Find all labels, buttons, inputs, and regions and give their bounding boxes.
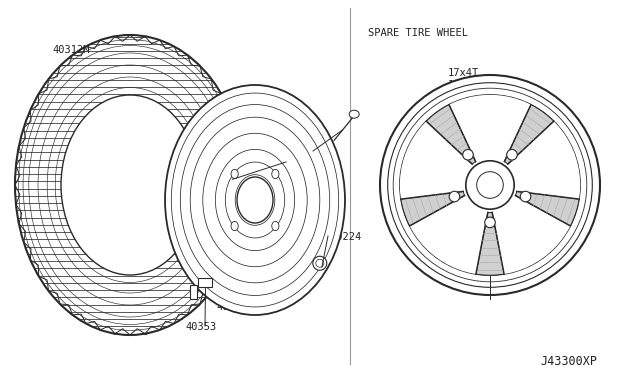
Ellipse shape (61, 95, 199, 275)
Polygon shape (476, 212, 504, 275)
Polygon shape (426, 105, 476, 164)
Polygon shape (510, 121, 580, 199)
Ellipse shape (272, 169, 279, 179)
Ellipse shape (272, 221, 279, 231)
Circle shape (484, 217, 495, 228)
Circle shape (466, 161, 514, 209)
Circle shape (380, 75, 600, 295)
Ellipse shape (15, 35, 245, 335)
Ellipse shape (231, 221, 238, 231)
Ellipse shape (237, 177, 273, 223)
Polygon shape (410, 198, 486, 274)
Text: 17x4T: 17x4T (448, 68, 479, 78)
Polygon shape (495, 198, 570, 274)
Circle shape (463, 150, 474, 160)
Text: 40300P: 40300P (258, 158, 296, 168)
Ellipse shape (231, 169, 238, 179)
Text: 40300P: 40300P (448, 278, 486, 288)
Text: 18x4T: 18x4T (448, 80, 479, 90)
Text: 40312M: 40312M (52, 45, 90, 55)
Circle shape (313, 256, 327, 270)
Circle shape (507, 150, 517, 160)
Polygon shape (515, 192, 579, 226)
Polygon shape (401, 192, 465, 226)
Ellipse shape (165, 85, 345, 315)
Text: 40353: 40353 (185, 322, 216, 332)
Circle shape (400, 95, 580, 275)
Text: SPARE TIRE WHEEL: SPARE TIRE WHEEL (368, 28, 468, 38)
Text: 40224: 40224 (330, 232, 361, 242)
Bar (189, 285, 196, 299)
Text: 40311: 40311 (285, 145, 316, 155)
Text: 40300AA: 40300AA (216, 302, 260, 312)
Circle shape (520, 191, 531, 202)
Text: J43300XP: J43300XP (540, 355, 597, 368)
Circle shape (477, 172, 503, 198)
Circle shape (449, 191, 460, 202)
Polygon shape (504, 105, 554, 164)
Polygon shape (449, 95, 531, 160)
Polygon shape (400, 121, 470, 199)
Text: 40300A: 40300A (216, 292, 253, 302)
Bar (198, 278, 211, 287)
Ellipse shape (349, 110, 359, 118)
